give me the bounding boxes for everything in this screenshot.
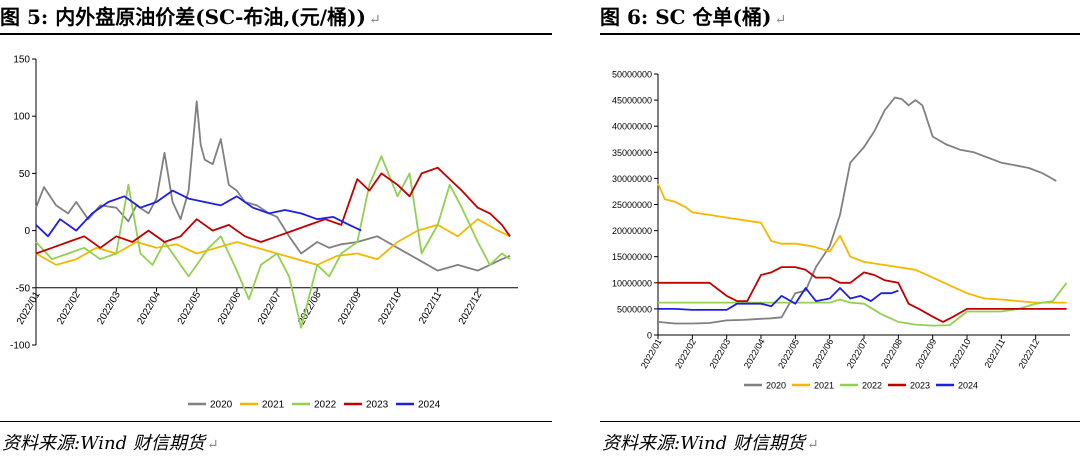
figure-6-source-text: 资料来源:Wind 财信期货 [602, 433, 805, 454]
legend-label-2020: 2020 [766, 381, 786, 391]
x-tick-label: 2022/03 [95, 289, 123, 326]
warehouse-receipt-chart: 5000000045000000400000003500000030000000… [612, 70, 1070, 391]
series-line-2024 [658, 287, 899, 311]
series-line-2023 [658, 266, 1067, 323]
footer-rule [0, 421, 552, 422]
figure-5-title: 图 5: 内外盘原油价差(SC-布油,(元/桶)) ↵ [0, 2, 381, 32]
figure-6-panel: 图 6: SC 仓单(桶) ↵ 50000000 45000000 40000000 3… [600, 0, 1080, 459]
x-tick-label: 2022/01 [639, 337, 664, 370]
series-line-2020 [35, 100, 511, 272]
legend-label-2024: 2024 [418, 400, 441, 411]
return-mark-icon: ↵ [206, 437, 219, 453]
series-line-2024 [35, 189, 362, 238]
legend-label-2022: 2022 [862, 381, 882, 391]
y-tick-label: 10000000 [612, 278, 652, 288]
series-line-2023 [35, 166, 511, 255]
y-tick-label: 0 [24, 226, 30, 237]
figure-5-source-text: 资料来源:Wind 财信期货 [2, 433, 205, 454]
legend-label-2020: 2020 [210, 400, 233, 411]
y-tick-label: 50 [19, 169, 31, 180]
y-tick-label: 5000000 [617, 304, 652, 314]
x-tick-label: 2022/05 [176, 289, 204, 326]
figure-6-source: 资料来源:Wind 财信期货 ↵ [602, 429, 819, 455]
x-tick-label: 2022/03 [707, 337, 732, 370]
legend-label-2023: 2023 [366, 400, 389, 411]
y-tick-label: 15000000 [612, 252, 652, 262]
x-tick-label: 2022/07 [845, 337, 870, 370]
x-tick-label: 2022/02 [673, 337, 698, 370]
y-tick-label: 25000000 [612, 200, 652, 210]
x-tick-label: 2022/07 [256, 289, 284, 326]
footer-rule [600, 421, 1080, 422]
y-tick-label: 150 [13, 55, 30, 66]
y-tick-label: 100 [13, 112, 30, 123]
x-tick-label: 2022/06 [810, 337, 835, 370]
legend-label-2021: 2021 [262, 400, 285, 411]
figure-6-title: 图 6: SC 仓单(桶) ↵ [600, 2, 786, 32]
legend-label-2022: 2022 [314, 400, 337, 411]
x-tick-label: 2022/04 [135, 289, 163, 326]
x-tick-label: 2022/05 [776, 337, 801, 370]
x-tick-label: 2022/09 [913, 337, 938, 370]
y-tick-label: -50 [16, 283, 31, 294]
y-tick-label: 0 [647, 331, 652, 341]
figure-5-title-text: 图 5: 内外盘原油价差(SC-布油,(元/桶)) [0, 5, 367, 29]
figure-6-title-text: 图 6: SC 仓单(桶) [600, 5, 772, 29]
series-line-2020 [657, 96, 1057, 325]
x-tick-label: 2022/06 [216, 289, 244, 326]
y-tick-label: -100 [10, 341, 30, 352]
y-tick-label: 50000000 [612, 70, 652, 80]
series-line-2022 [658, 282, 1068, 327]
x-tick-label: 2022/01 [15, 289, 43, 326]
title-rule [600, 33, 1080, 35]
y-tick-label: 45000000 [612, 96, 652, 106]
legend-label-2024: 2024 [958, 381, 978, 391]
x-tick-label: 2022/10 [948, 337, 973, 370]
x-tick-label: 2022/09 [336, 289, 364, 326]
series-line-2021 [657, 183, 1067, 304]
return-mark-icon: ↵ [369, 12, 381, 28]
legend-label-2021: 2021 [814, 381, 834, 391]
x-tick-label: 2022/12 [1016, 337, 1041, 370]
y-tick-label: 35000000 [612, 148, 652, 158]
x-tick-label: 2022/11 [417, 289, 444, 326]
x-tick-label: 2022/04 [742, 337, 767, 370]
return-mark-icon: ↵ [774, 12, 787, 28]
x-tick-label: 2022/02 [55, 289, 83, 326]
figure-5-source: 资料来源:Wind 财信期货 ↵ [2, 429, 219, 455]
figure-5-panel: 图 5: 内外盘原油价差(SC-布油,(元/桶)) ↵ 150 100 50 0 -50-… [0, 2, 552, 455]
legend-label-2023: 2023 [910, 381, 930, 391]
y-tick-label: 20000000 [612, 226, 652, 236]
y-tick-label: 30000000 [612, 174, 652, 184]
x-tick-label: 2022/08 [879, 337, 904, 370]
spread-chart: 150 100 50 0 -50 -100 2022/01 2022/02 2022/03 202… [10, 55, 518, 411]
title-rule [0, 33, 552, 35]
series-line-2022 [35, 155, 511, 329]
y-tick-label: 40000000 [612, 122, 652, 132]
x-tick-label: 2022/11 [982, 337, 1007, 370]
x-tick-label: 2022/12 [457, 289, 485, 326]
x-tick-label: 2022/10 [376, 289, 404, 326]
return-mark-icon: ↵ [806, 437, 819, 453]
